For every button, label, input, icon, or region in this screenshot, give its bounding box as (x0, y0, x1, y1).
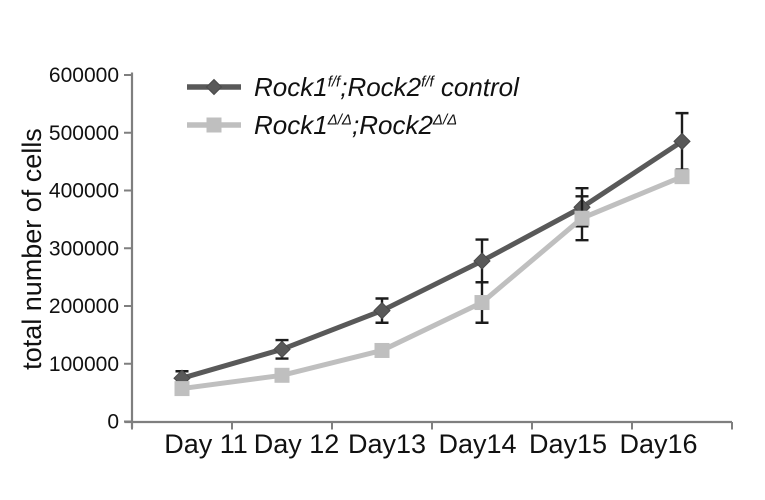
y-tick-label: 600000 (49, 64, 119, 87)
data-point-square (274, 367, 290, 383)
x-tick-label: Day 12 (254, 429, 340, 459)
y-tick-label: 300000 (49, 237, 119, 260)
x-tick-label: Day16 (619, 429, 697, 459)
legend-marker-square (187, 117, 241, 133)
data-point-diamond (473, 252, 491, 270)
x-tick-label: Day13 (348, 429, 426, 459)
legend-label-control: Rock1f/f;Rock2f/f control (254, 72, 519, 102)
x-tick-label: Day 11 (164, 429, 248, 459)
data-point-diamond (273, 340, 291, 359)
data-point-diamond (673, 132, 691, 151)
legend-label-mutant: Rock1Δ/Δ;Rock2Δ/Δ (254, 110, 458, 140)
y-axis-title: total number of cells (17, 128, 47, 370)
data-point-square (374, 342, 390, 358)
y-tick-label: 500000 (49, 122, 119, 145)
y-tick-label: 0 (107, 411, 119, 434)
x-tick-label: Day14 (438, 429, 516, 459)
y-tick-label: 400000 (49, 180, 119, 203)
x-tick-label: Day15 (529, 429, 607, 459)
legend-item-control: Rock1f/f;Rock2f/f control (186, 68, 519, 106)
chart-legend: Rock1f/f;Rock2f/f control Rock1Δ/Δ;Rock2… (186, 68, 519, 144)
series-line-1 (181, 174, 683, 392)
y-tick-label: 200000 (49, 295, 119, 318)
legend-marker-diamond (187, 78, 241, 96)
data-point-diamond (373, 301, 391, 320)
legend-item-mutant: Rock1Δ/Δ;Rock2Δ/Δ (186, 106, 519, 144)
y-tick-label: 100000 (49, 353, 119, 376)
data-point-square (474, 295, 490, 311)
data-point-square (674, 169, 690, 185)
data-point-square (174, 381, 190, 397)
series-line-0 (181, 139, 684, 381)
data-point-square (574, 210, 590, 226)
legend-marker-shape (206, 117, 222, 133)
legend-marker-shape (205, 78, 223, 96)
